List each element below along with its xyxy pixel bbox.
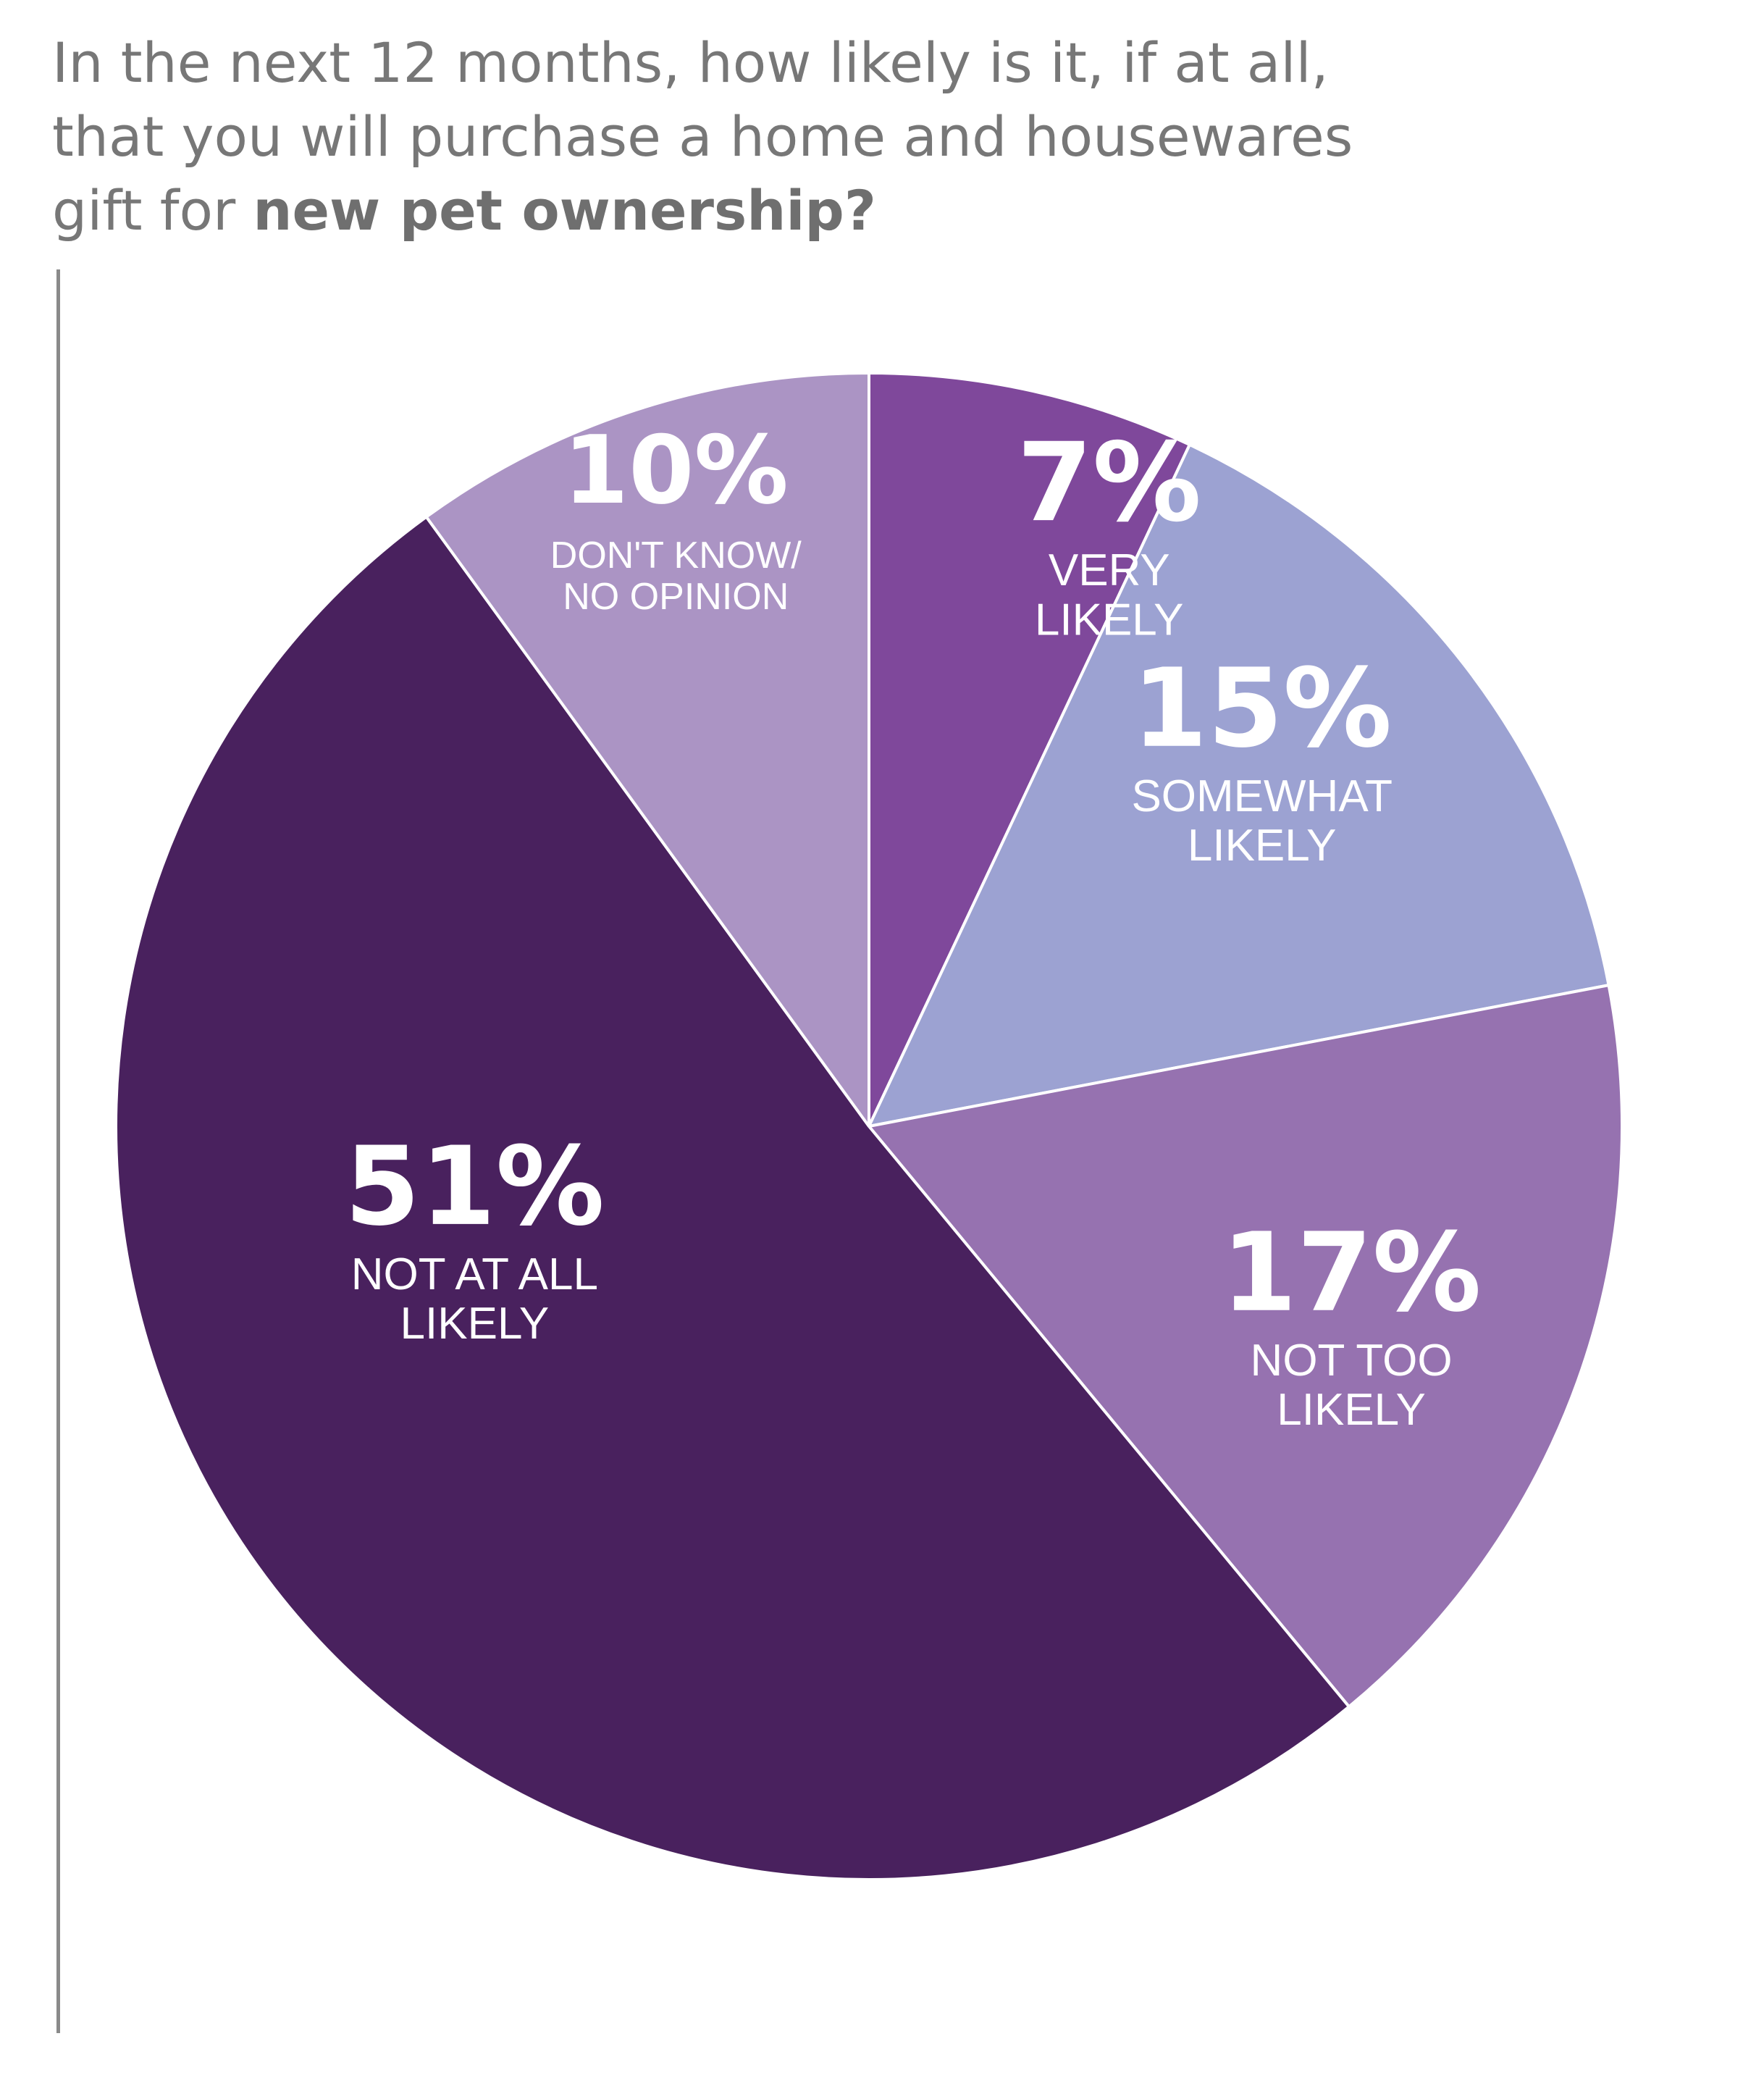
slice-label-don-t-know-no-opinion-line-2: NO OPINION	[563, 576, 789, 618]
pie-slice-very-likely	[868, 372, 1191, 1128]
chart-title-line-3: gift for new pet ownership?	[52, 174, 1718, 248]
chart-title-emphasis: new pet ownership?	[253, 178, 876, 243]
pie-slice-don-t-know-no-opinion	[424, 372, 870, 1128]
slice-label-not-too-likely-line-2: LIKELY	[1277, 1385, 1426, 1435]
slice-label-not-at-all-likely-line-1: NOT AT ALL	[351, 1249, 598, 1299]
slice-value-very-likely: 7%	[1017, 420, 1201, 546]
chart-title-line-3-prefix: gift for	[52, 178, 253, 243]
pie-slice-somewhat-likely	[868, 443, 1610, 1128]
pie-slices	[114, 372, 1624, 1882]
slice-value-not-at-all-likely: 51%	[345, 1124, 605, 1250]
pie-slice-not-too-likely	[868, 984, 1624, 1709]
chart-title-line-2: that you will purchase a home and housew…	[52, 104, 1353, 169]
left-vertical-rule	[56, 269, 60, 2033]
slice-label-not-too-likely-line-1: NOT TOO	[1251, 1336, 1453, 1386]
slice-value-not-too-likely: 17%	[1222, 1210, 1482, 1336]
pie-slice-not-at-all-likely	[114, 515, 1351, 1882]
chart-title-line-1: In the next 12 months, how likely is it,…	[52, 30, 1329, 95]
slice-value-don-t-know-no-opinion: 10%	[563, 415, 789, 525]
slice-label-very-likely-line-1: VERY	[1049, 545, 1170, 595]
slice-label-somewhat-likely-line-1: SOMEWHAT	[1131, 771, 1393, 821]
slice-label-don-t-know-no-opinion-line-1: DON'T KNOW/	[550, 535, 802, 577]
chart-title: In the next 12 months, how likely is it,…	[52, 26, 1718, 248]
slice-label-very-likely-line-2: LIKELY	[1035, 595, 1184, 645]
slice-value-somewhat-likely: 15%	[1132, 646, 1392, 772]
slice-label-not-at-all-likely-line-2: LIKELY	[400, 1299, 550, 1349]
slice-label-somewhat-likely-line-2: LIKELY	[1188, 821, 1337, 871]
